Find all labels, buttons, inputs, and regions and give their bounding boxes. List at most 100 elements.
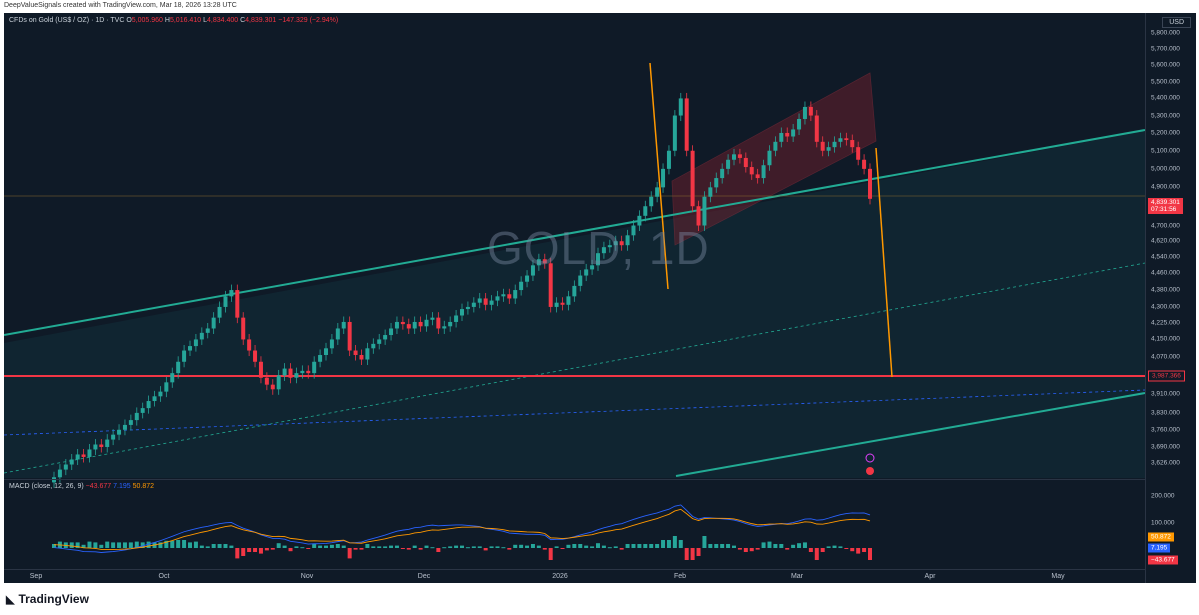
candle-body — [93, 444, 98, 450]
candle-body — [306, 370, 311, 374]
macd-histogram-bar — [430, 547, 435, 549]
candle-body — [519, 281, 524, 291]
candle-body — [211, 317, 216, 329]
macd-histogram-bar — [306, 548, 311, 549]
price-tick: 5,800.000 — [1151, 29, 1180, 37]
candle-body — [596, 253, 600, 266]
macd-histogram-bar — [572, 544, 577, 548]
candle-body — [678, 98, 683, 116]
candle-body — [188, 346, 192, 351]
candle-body — [572, 285, 577, 297]
candle-body — [347, 321, 352, 351]
macd-histogram-bar — [164, 540, 169, 548]
candle-body — [465, 306, 470, 310]
macd-histogram-bar — [732, 545, 736, 548]
candle-body — [684, 98, 689, 151]
macd-histogram-bar — [448, 546, 453, 548]
macd-signal-tag: 50.872 — [1148, 532, 1174, 542]
macd-signal-value: 50.872 — [132, 483, 155, 490]
macd-histogram-bar — [714, 544, 719, 548]
candle-body — [412, 321, 417, 329]
candle-body — [176, 361, 181, 374]
candle-body — [661, 168, 666, 188]
candle-body — [477, 298, 482, 303]
candle-body — [223, 296, 228, 307]
candle-body — [229, 290, 234, 297]
high-label: H — [164, 17, 170, 24]
candle-body — [353, 350, 358, 356]
macd-histogram-bar — [105, 541, 110, 548]
macd-histogram-bar — [560, 548, 565, 549]
macd-histogram-bar — [465, 547, 470, 549]
currency-button[interactable]: USD — [1162, 17, 1191, 28]
candle-body — [820, 141, 825, 151]
macd-histogram-bar — [176, 540, 181, 548]
macd-histogram-bar — [146, 541, 151, 548]
macd-histogram-bar — [607, 547, 612, 549]
time-tick: Oct — [158, 573, 170, 580]
candle-body — [726, 159, 731, 169]
blue-dashed-line — [4, 389, 1145, 436]
macd-histogram-bar — [773, 544, 778, 548]
macd-histogram-bar — [270, 548, 275, 550]
candle-body — [400, 321, 405, 325]
price-axis[interactable]: USD 4,839.301 07:31:56 3,987.366 200.000… — [1145, 13, 1196, 583]
candle-body — [205, 328, 210, 333]
macd-histogram-bar — [643, 544, 648, 548]
chart-pane[interactable]: CFDs on Gold (US$ / OZ) · 1D · TVC O5,00… — [4, 13, 1196, 583]
price-tick: 3,760.000 — [1151, 426, 1180, 434]
price-tick: 4,380.000 — [1151, 286, 1180, 294]
macd-histogram-bar — [720, 544, 725, 548]
macd-histogram-bar — [619, 548, 624, 550]
time-axis[interactable]: Sep Oct Nov Dec 2026 Feb Mar Apr May — [4, 569, 1145, 583]
candle-body — [117, 429, 122, 435]
macd-histogram-bar — [530, 544, 535, 548]
macd-histogram-bar — [684, 548, 689, 560]
macd-histogram-bar — [223, 544, 228, 548]
candle-body — [365, 348, 370, 360]
candle-body — [513, 290, 518, 299]
macd-histogram-bar — [282, 545, 287, 548]
macd-histogram-bar — [117, 542, 122, 548]
candle-body — [755, 174, 760, 179]
candle-body — [862, 159, 867, 169]
candle-body — [394, 321, 399, 329]
close-label: C — [240, 17, 246, 24]
macd-histogram-bar — [69, 542, 74, 548]
candle-body — [826, 147, 831, 151]
macd-histogram-bar — [477, 546, 482, 548]
candle-body — [714, 178, 719, 188]
macd-histogram-bar — [335, 544, 340, 548]
macd-histogram-bar — [353, 548, 358, 550]
macd-line-value: 7.195 — [113, 483, 131, 490]
candle-body — [802, 106, 807, 119]
price-tick: 4,700.000 — [1151, 222, 1180, 229]
macd-histogram-bar — [814, 548, 819, 560]
macd-histogram-bar — [832, 545, 837, 548]
pane-separator[interactable] — [4, 479, 1145, 480]
candle-body — [69, 459, 74, 465]
candle-body — [607, 245, 612, 248]
macd-histogram-bar — [140, 542, 145, 548]
macd-histogram-bar — [312, 544, 317, 548]
price-tick: 5,700.000 — [1151, 45, 1180, 53]
candle-body — [773, 141, 778, 151]
macd-histogram-bar — [87, 541, 92, 548]
price-tick: 4,300.000 — [1151, 303, 1180, 311]
price-chart-canvas[interactable] — [4, 13, 1145, 583]
macd-histogram-bar — [241, 548, 246, 556]
macd-histogram-bar — [52, 544, 56, 548]
horizontal-level-tag: 3,987.366 — [1148, 370, 1185, 382]
candle-body — [294, 373, 299, 378]
candle-body — [844, 138, 849, 141]
macd-histogram-bar — [767, 541, 772, 548]
candle-body — [743, 157, 748, 168]
macd-histogram-bar — [253, 548, 258, 552]
macd-histogram-bar — [235, 548, 240, 559]
last-price-value: 4,839.301 — [1151, 198, 1180, 206]
macd-histogram-bar — [205, 546, 210, 548]
price-tick: 4,225.000 — [1151, 319, 1180, 327]
upper-trendline — [4, 129, 1145, 336]
mid-trendline — [4, 262, 1145, 474]
price-tick: 4,150.000 — [1151, 335, 1180, 343]
